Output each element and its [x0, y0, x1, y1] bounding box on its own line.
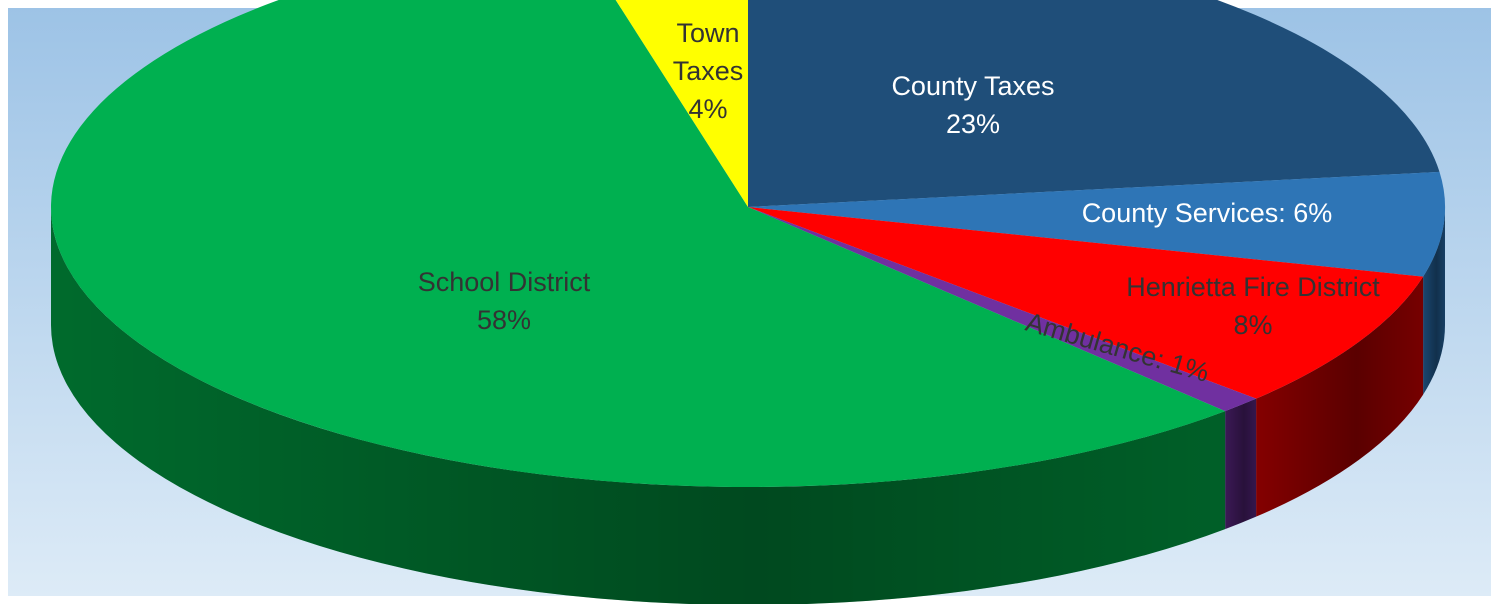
slice-label-text-town-taxes: Taxes [673, 56, 744, 86]
pie-sides [51, 207, 1445, 604]
pie-labels: County Taxes 23% County Services: 6% Henrie… [418, 18, 1381, 388]
pie-slice-ambulance-1 [748, 207, 1257, 412]
slice-value-school-district: 58% [477, 305, 531, 335]
pie-slice-county-services-6 [748, 171, 1446, 277]
pie-slice-county-taxes [748, 0, 1440, 207]
slice-label-text-county-taxes: County Taxes [891, 71, 1054, 101]
slice-label-county-services-6: County Services: 6% [1082, 198, 1333, 228]
pie-slices [51, 0, 1446, 487]
slice-label-school-district: School District 58% [418, 267, 591, 335]
pie-slice-school-district [51, 0, 1226, 487]
pie-side-shade-henrietta-fire-district [1256, 276, 1424, 517]
slice-value-county-taxes: 23% [946, 109, 1000, 139]
pie-slice-henrietta-fire-district [748, 207, 1424, 399]
slice-label-text-county-services-6: County Services: 6% [1082, 198, 1333, 228]
pie-side-shade-ambulance-1 [1225, 398, 1257, 530]
slice-value-henrietta-fire-district: 8% [1233, 310, 1272, 340]
pie-side-shade-county-services-6 [1423, 207, 1445, 395]
slice-label-henrietta-fire-district: Henrietta Fire District 8% [1126, 272, 1380, 340]
slice-label-text-town-taxes: Town [676, 18, 739, 48]
slice-label-town-taxes: Town Taxes 4% [673, 18, 744, 124]
slice-label-text-henrietta-fire-district: Henrietta Fire District [1126, 272, 1380, 302]
slice-label-text-school-district: School District [418, 267, 591, 297]
slice-value-town-taxes: 4% [688, 94, 727, 124]
pie-side-shade-school-district [51, 207, 1226, 604]
pie-slice-town-taxes [615, 0, 748, 207]
slice-label-county-taxes: County Taxes 23% [891, 71, 1054, 139]
